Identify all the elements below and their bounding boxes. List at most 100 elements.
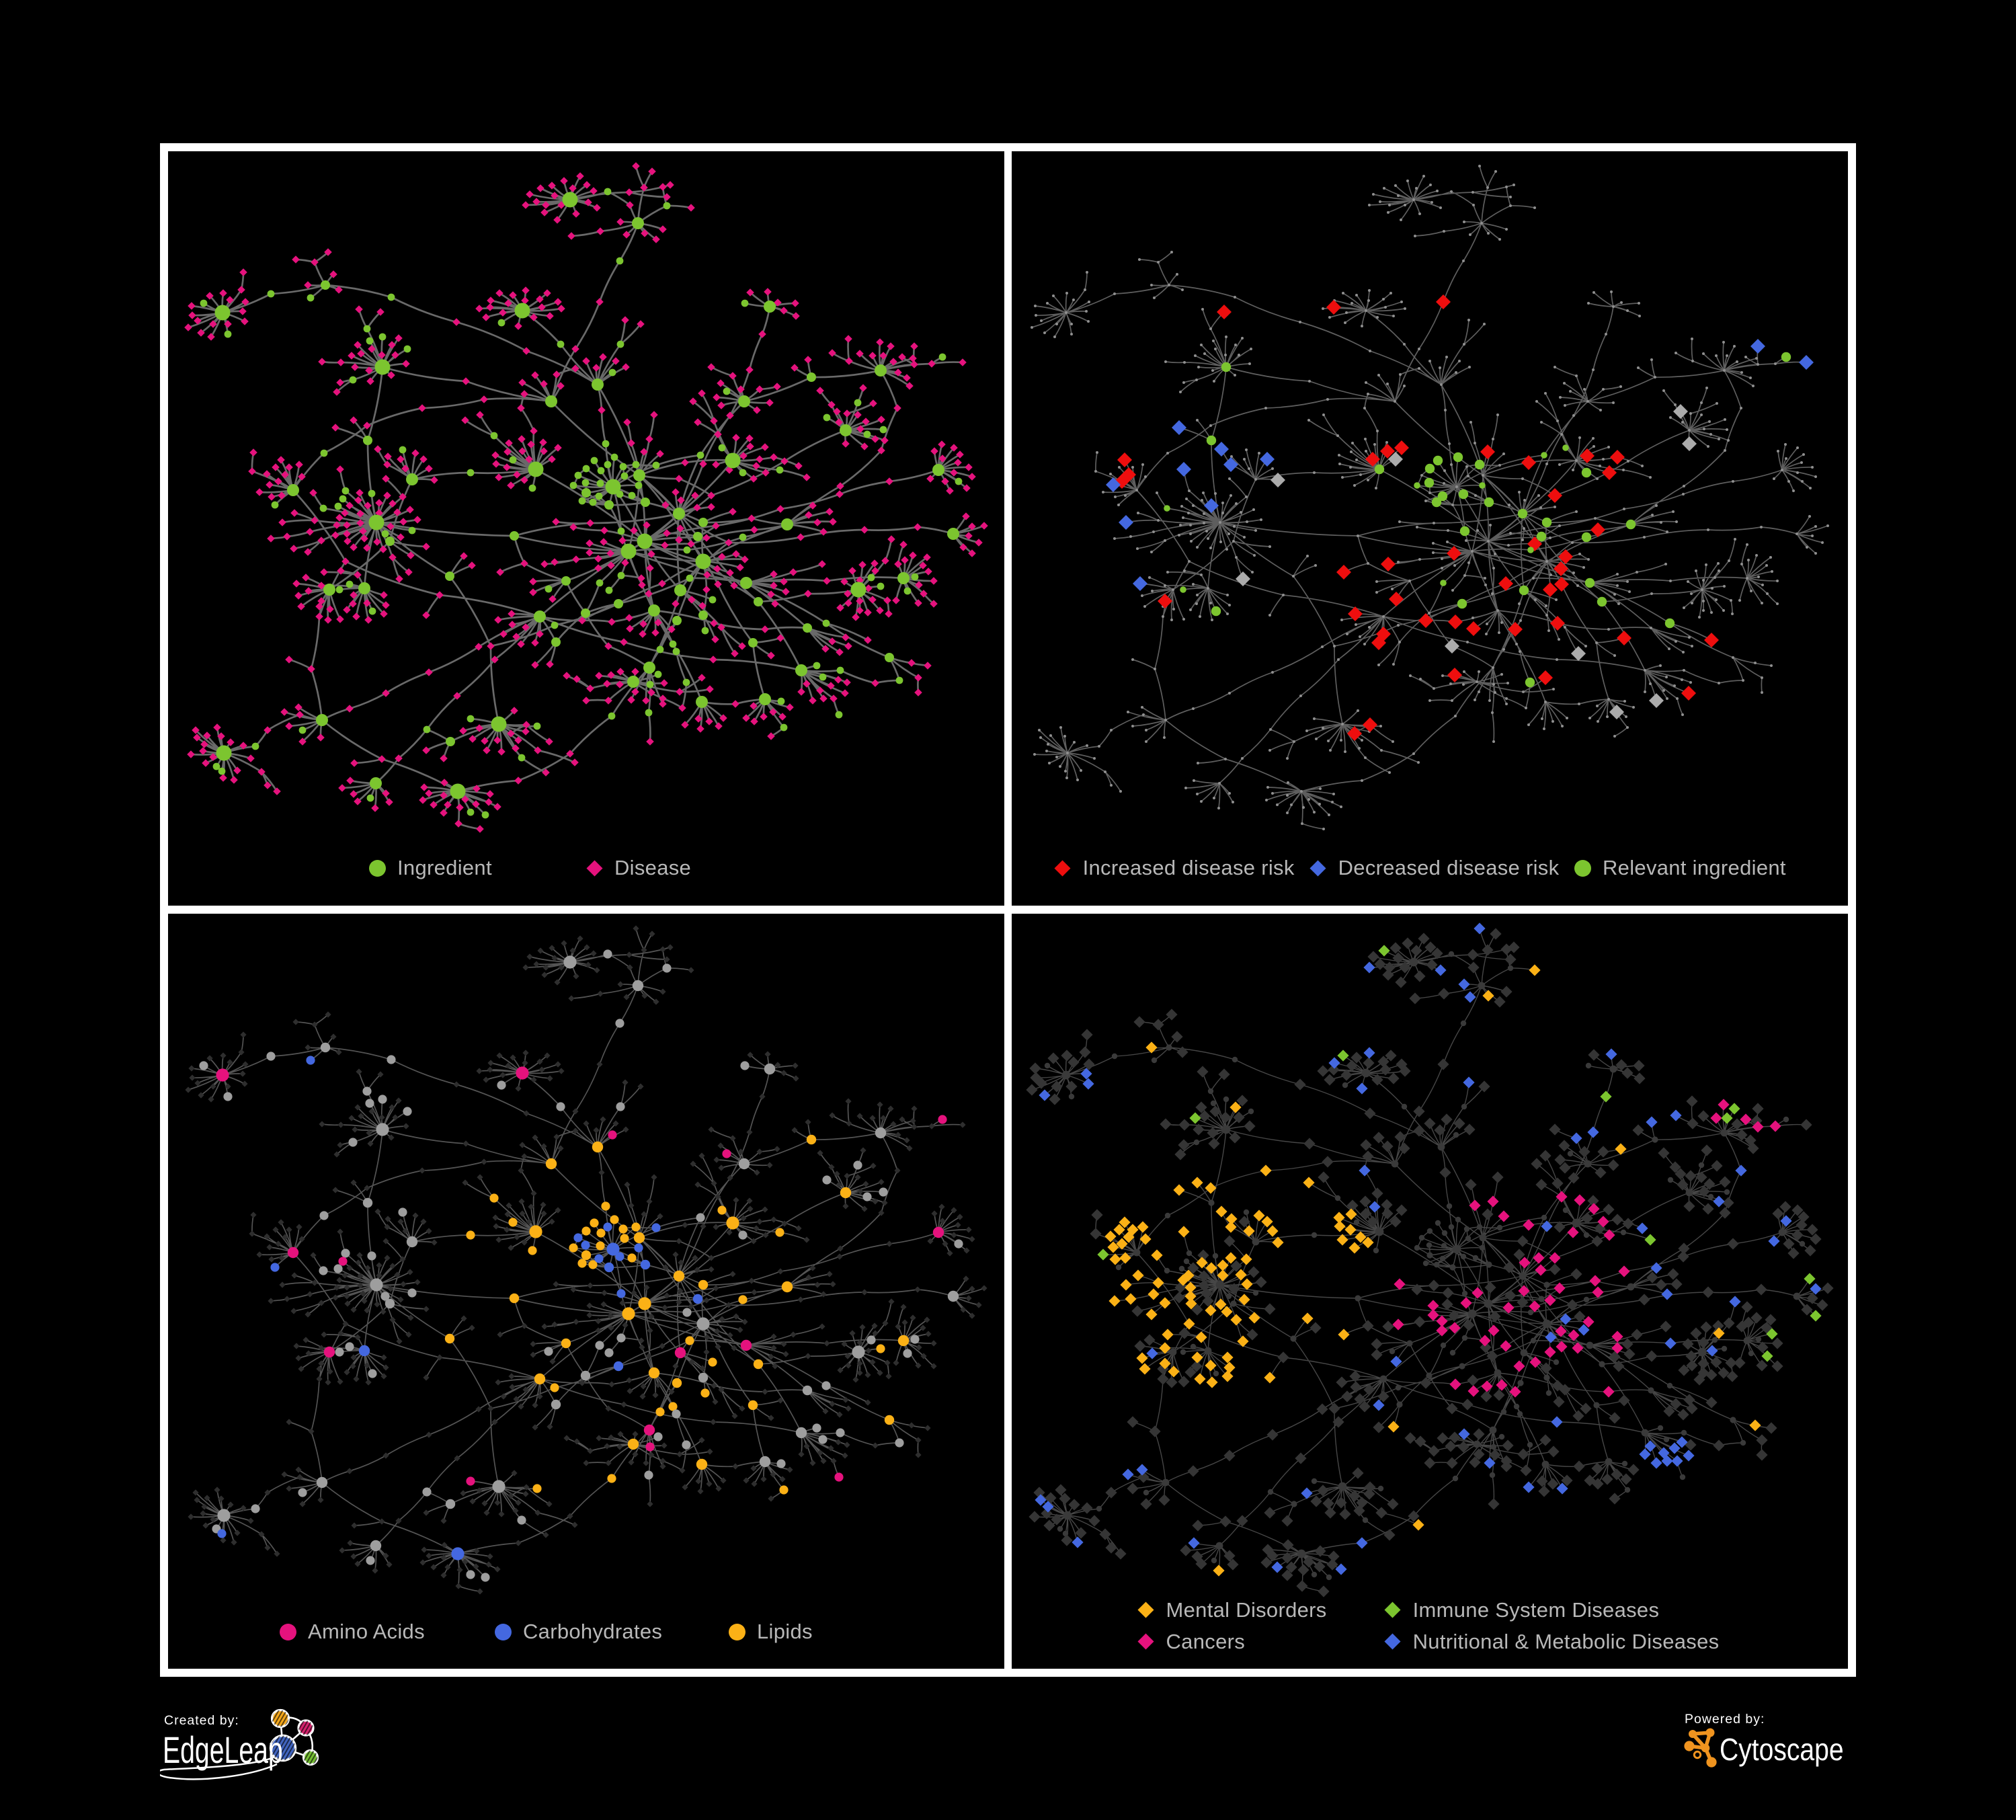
plain-node xyxy=(1488,699,1491,702)
plain-node xyxy=(1386,383,1389,385)
ingredient-node xyxy=(1541,1460,1549,1468)
ingredient-node xyxy=(1208,1199,1215,1206)
ingredient-node xyxy=(1463,1226,1470,1232)
plain-node xyxy=(1306,555,1309,557)
plain-node xyxy=(1141,594,1143,597)
ingredient-node xyxy=(674,584,686,596)
plain-node xyxy=(1232,540,1235,543)
plain-node xyxy=(1709,433,1712,436)
ingredient-node xyxy=(643,1424,655,1436)
plain-node xyxy=(1535,400,1538,403)
ingredient-node xyxy=(1210,1100,1217,1107)
legend-label-relevant-ingredient: Relevant ingredient xyxy=(1603,856,1786,879)
relevant-ingredient-node xyxy=(1474,459,1485,470)
legend-label-lipids: Lipids xyxy=(757,1620,813,1643)
plain-node xyxy=(1073,741,1076,744)
plain-node xyxy=(1436,190,1439,192)
plain-node xyxy=(1676,697,1679,700)
ingredient-node xyxy=(615,1252,624,1261)
plain-node xyxy=(1796,471,1799,474)
plain-node xyxy=(1368,289,1371,292)
plain-node xyxy=(1392,315,1395,317)
ingredient-node xyxy=(1605,1458,1613,1466)
ingredient-node xyxy=(387,1055,396,1064)
ingredient-node xyxy=(1545,1390,1552,1396)
plain-node xyxy=(1188,560,1191,563)
plain-node xyxy=(1059,726,1062,729)
plain-node xyxy=(1690,592,1693,595)
legend-item-cancers: Cancers xyxy=(1135,1630,1246,1653)
plain-node xyxy=(1276,803,1279,806)
plain-node xyxy=(1625,715,1627,718)
plain-node xyxy=(1327,740,1330,742)
plain-node xyxy=(1145,740,1147,743)
plain-node xyxy=(1094,470,1097,473)
plain-node xyxy=(1110,784,1113,787)
ingredient-node xyxy=(348,1138,358,1147)
plain-node xyxy=(1150,284,1153,286)
ingredient-node xyxy=(850,582,866,598)
plain-node xyxy=(1240,511,1242,514)
ingredient-node xyxy=(1355,1295,1361,1302)
ingredient-node xyxy=(603,1222,612,1232)
plain-node xyxy=(1806,546,1808,549)
plain-node xyxy=(1689,412,1692,415)
ingredient-node xyxy=(1478,982,1486,990)
plain-node xyxy=(1613,654,1616,657)
ingredient-node xyxy=(514,303,530,319)
plain-node xyxy=(1563,382,1566,385)
plain-node xyxy=(1200,800,1203,803)
ingredient-node xyxy=(672,1409,681,1419)
plain-node xyxy=(1419,678,1422,680)
edgeleap-nodes xyxy=(269,1708,319,1766)
ingredient-node xyxy=(1211,1557,1217,1564)
plain-node xyxy=(1113,537,1116,540)
ingredient-node xyxy=(673,1270,685,1282)
lipids-swatch-icon xyxy=(726,1621,748,1643)
plain-node xyxy=(1592,368,1595,371)
ingredient-node xyxy=(1583,1296,1590,1303)
plain-node xyxy=(1480,222,1483,225)
ingredient-node xyxy=(602,440,610,448)
plain-node xyxy=(1163,736,1166,739)
plain-node xyxy=(1623,508,1625,510)
plain-node xyxy=(1592,445,1595,448)
ingredient-node xyxy=(320,1042,331,1053)
plain-node xyxy=(1307,798,1310,801)
plain-node xyxy=(1350,302,1353,305)
ingredient-node xyxy=(631,1222,641,1232)
ingredient-node xyxy=(885,653,894,662)
relevant-ingredient-node xyxy=(1479,482,1486,489)
plain-node xyxy=(1518,491,1521,493)
plain-node xyxy=(1375,487,1377,489)
ingredient-node xyxy=(700,1388,710,1398)
ingredient-node xyxy=(1681,1429,1687,1436)
ingredient-node xyxy=(1223,1096,1229,1103)
ingredient-node xyxy=(534,1373,546,1385)
ingredient-node xyxy=(1542,1319,1551,1329)
neutral-disease-nodes xyxy=(1236,404,1697,719)
ingredient-node xyxy=(795,1427,807,1439)
plain-node xyxy=(1809,487,1812,489)
ingredient-node xyxy=(620,543,637,559)
plain-node xyxy=(1543,727,1545,730)
ingredient-node xyxy=(911,573,919,581)
plain-node xyxy=(1655,504,1658,507)
ingredient-node xyxy=(632,461,640,469)
ingredient-node xyxy=(1418,1234,1425,1241)
plain-node xyxy=(1487,540,1490,543)
ingredient-node xyxy=(517,1515,526,1525)
plain-node xyxy=(1733,345,1736,348)
ingredient-node xyxy=(596,1228,606,1238)
ingredient-node xyxy=(592,1141,604,1153)
plain-node xyxy=(1086,744,1088,747)
plain-node xyxy=(1683,485,1685,487)
plain-node xyxy=(1469,421,1472,424)
plain-node xyxy=(1453,564,1456,567)
plain-node xyxy=(1498,238,1501,241)
ingredient-node xyxy=(1527,1441,1533,1448)
plain-node xyxy=(1251,571,1254,573)
ingredient-node xyxy=(1267,1489,1274,1495)
plain-node xyxy=(1478,670,1480,673)
plain-node xyxy=(1124,494,1127,497)
